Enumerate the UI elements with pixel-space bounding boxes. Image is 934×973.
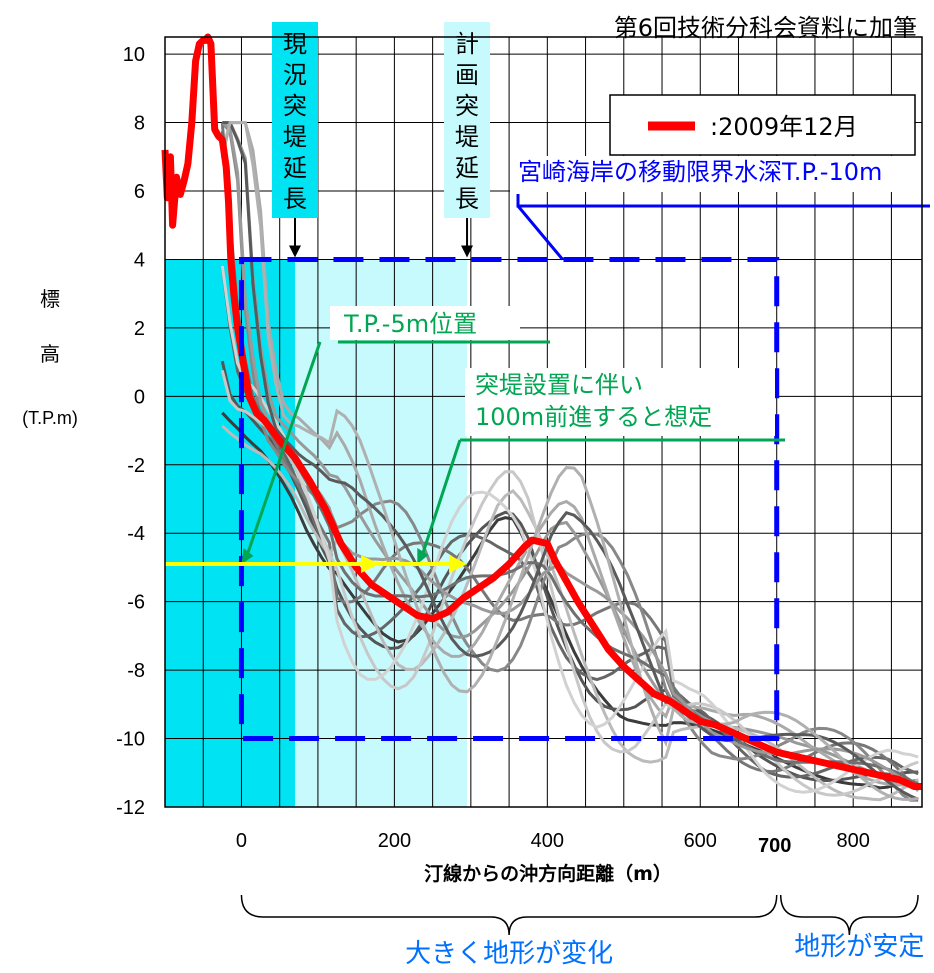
- source-note: 第6回技術分科会資料に加筆: [614, 14, 917, 42]
- tp5-label-bg: [330, 306, 520, 340]
- legend: :2009年12月: [609, 94, 916, 156]
- x-axis-label: 汀線からの沖方向距離（m）: [424, 862, 672, 885]
- closure-depth-underline: [516, 194, 930, 208]
- current-groyne-label-bg: [271, 22, 318, 218]
- historical-profile-line: [220, 121, 919, 802]
- brace-label-stable: 地形が安定: [794, 932, 924, 962]
- x-tick-label: 0: [236, 830, 247, 852]
- historical-profile-line: [222, 121, 919, 801]
- x-tick-label-700: 700: [758, 835, 791, 857]
- y-tick-label: -4: [127, 523, 145, 545]
- brace-changing: [240, 894, 778, 936]
- current-groyne-label: 現況突堤延長: [283, 30, 307, 213]
- y-axis-label-char-2: 高: [40, 342, 60, 366]
- brace-label-changing: 大きく地形が変化: [405, 939, 613, 969]
- advance-label-bg: [465, 368, 775, 436]
- advance-leader: [419, 439, 462, 559]
- brace-stable: [779, 894, 919, 936]
- y-tick-label: -12: [116, 797, 145, 819]
- y-tick-label: -8: [127, 660, 145, 682]
- historical-profile-line: [221, 121, 919, 802]
- historical-profile-line: [220, 121, 919, 787]
- x-tick-label: 800: [836, 830, 869, 852]
- historical-profile-line: [220, 131, 919, 786]
- y-axis-label-char-1: 標: [40, 287, 60, 311]
- series-2009-12: [161, 33, 922, 790]
- series-line-2009-12: [161, 33, 922, 790]
- advance-leader-head: [417, 548, 429, 565]
- y-tick-label: -6: [127, 592, 145, 614]
- y-tick-label: 6: [134, 181, 145, 203]
- tp5-leader: [244, 341, 322, 561]
- closure-depth-leader: [516, 205, 564, 261]
- current-groyne-arrow-head: [288, 245, 301, 258]
- axes: 10 8 6 4 2 0 -2 -4 -6 -8 -10 -12 0 200 400 600 800 700: [116, 36, 923, 857]
- x-tick-label: 600: [684, 830, 717, 852]
- planned-groyne-label-bg: [444, 22, 491, 218]
- tp5-leader-head: [241, 548, 254, 565]
- y-tick-label: -2: [127, 455, 145, 477]
- advance-label-line2: 100m前進すると想定: [475, 403, 712, 431]
- y-tick-label: 10: [123, 44, 145, 66]
- advance-arrow-head: [449, 555, 468, 574]
- y-tick-label: 8: [134, 113, 145, 135]
- y-tick-label: 0: [134, 386, 145, 408]
- planned-groyne-arrow-head: [461, 245, 474, 258]
- historical-profile-line: [220, 370, 919, 797]
- y-tick-label: 2: [134, 318, 145, 340]
- historical-profile-line: [222, 121, 919, 789]
- closure-depth-label: 宮崎海岸の移動限界水深T.P.-10m: [518, 158, 882, 186]
- tp5-label: T.P.-5m位置: [343, 310, 477, 338]
- y-tick-label: 4: [134, 249, 145, 271]
- plot-frame: [164, 36, 923, 808]
- x-tick-label: 400: [531, 830, 564, 852]
- historical-profiles: [220, 121, 920, 802]
- planned-groyne-label: 計画突堤延長: [455, 30, 479, 213]
- x-tick-label: 200: [378, 830, 411, 852]
- advance-arrow-mid-head: [361, 555, 380, 574]
- advance-label-line1: 突堤設置に伴い: [475, 371, 643, 399]
- braces: 大きく地形が変化 地形が安定: [240, 894, 924, 969]
- y-tick-label: -10: [116, 729, 145, 751]
- closure-depth-label-bg: [510, 156, 930, 192]
- y-axis-label-unit: (T.P.m): [22, 408, 78, 428]
- historical-profile-line: [220, 265, 919, 794]
- legend-label: :2009年12月: [710, 113, 858, 141]
